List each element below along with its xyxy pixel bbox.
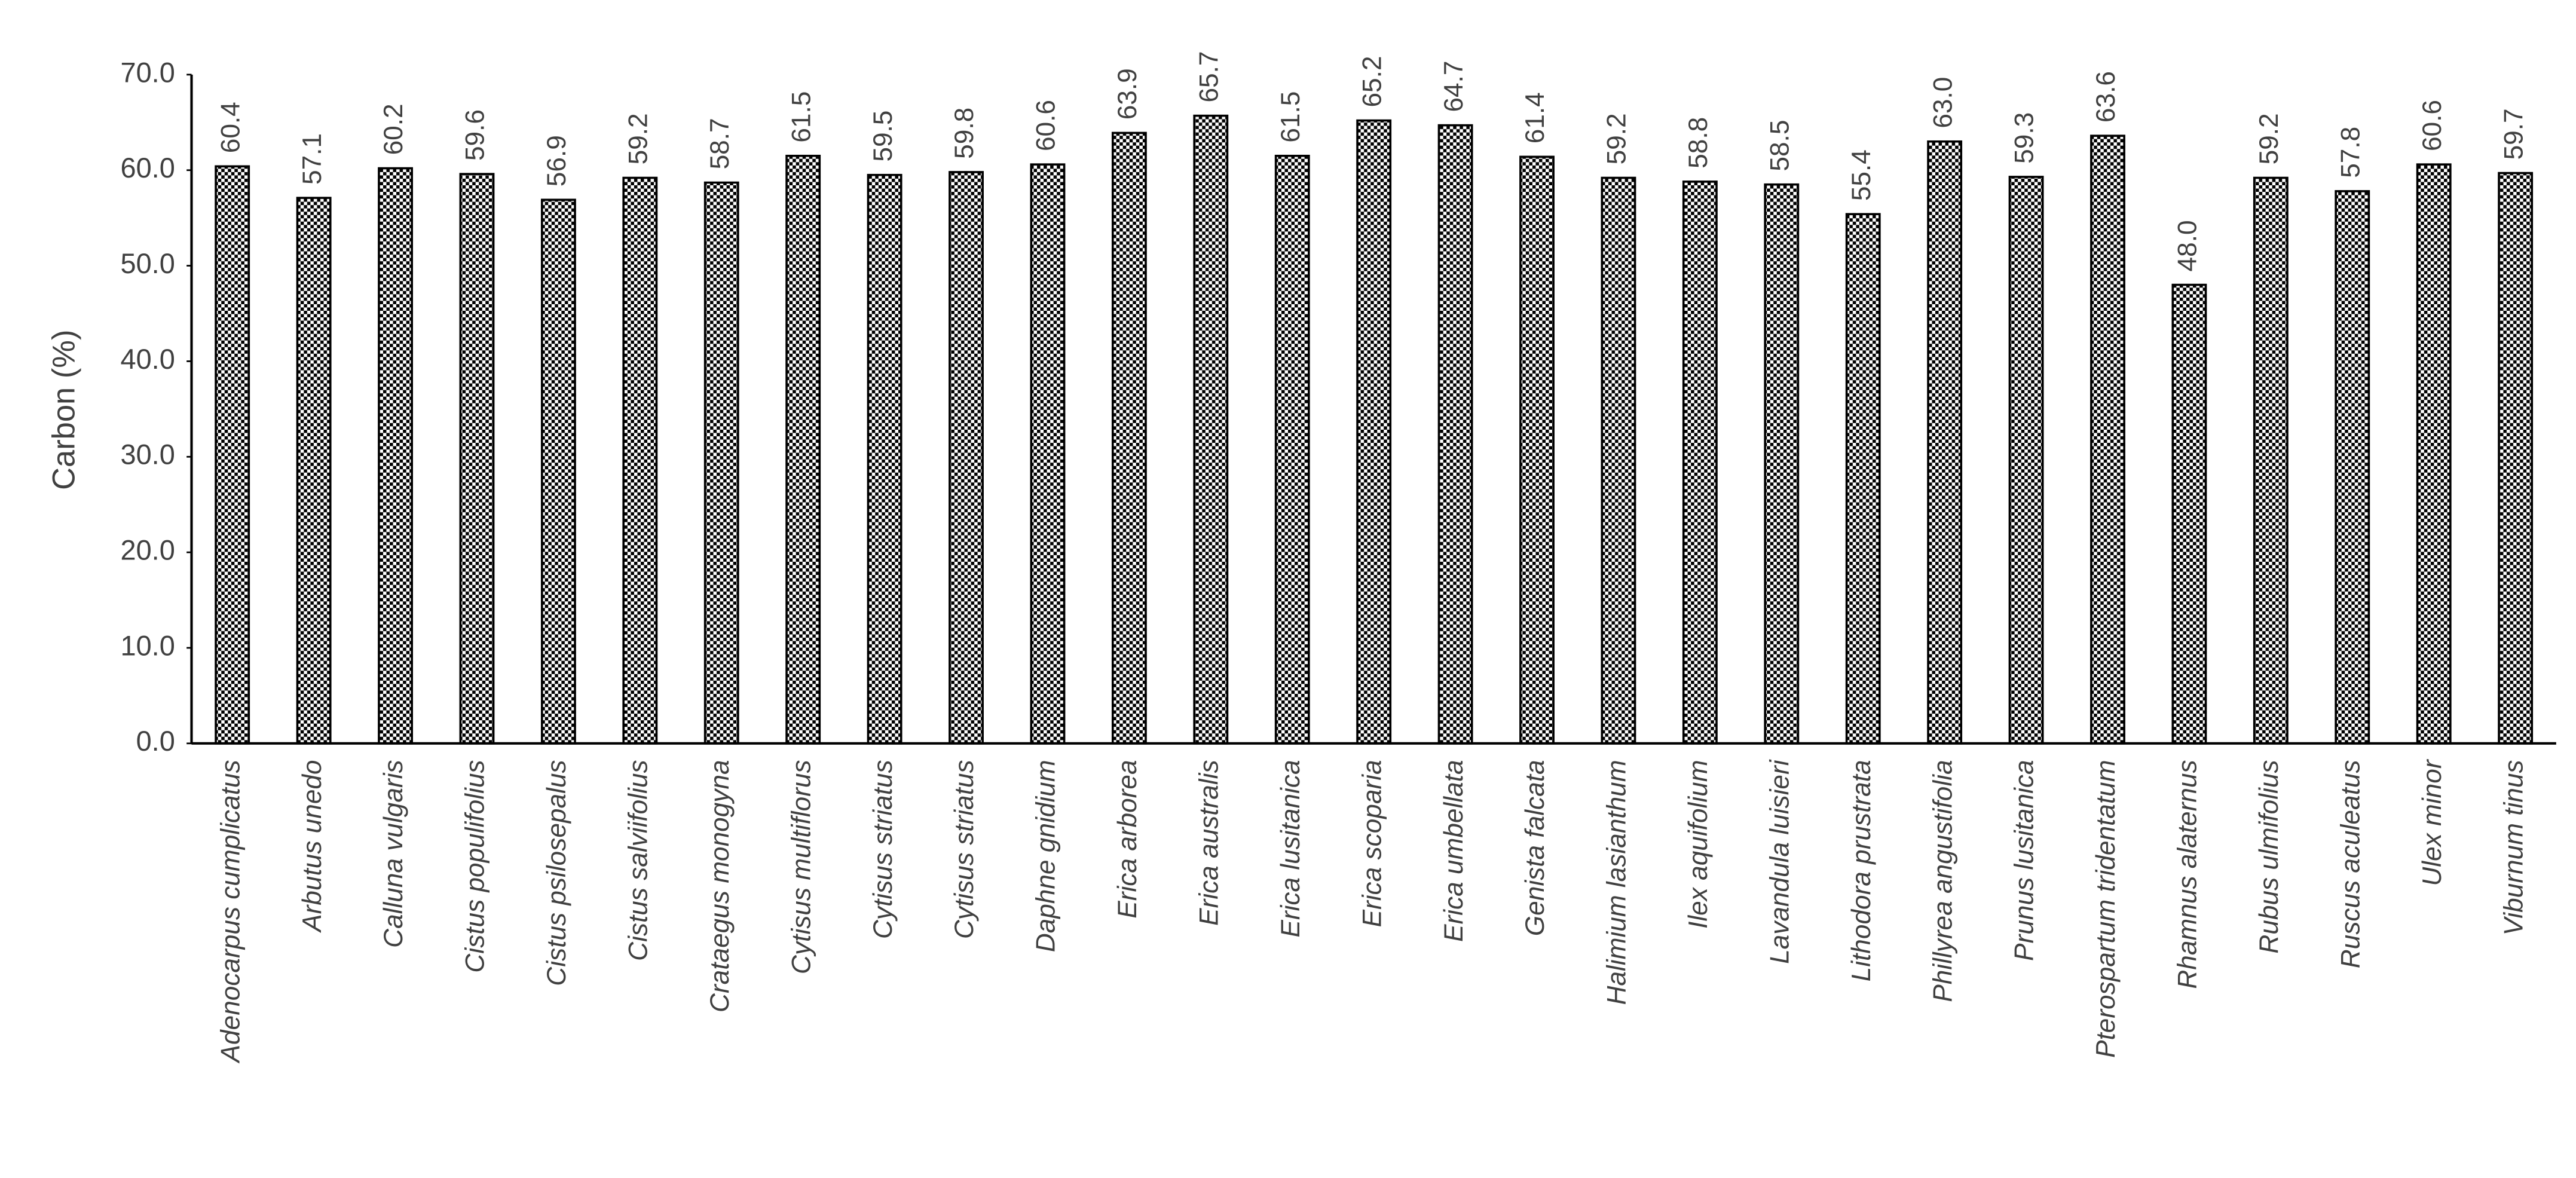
y-tick-label: 0.0: [136, 725, 175, 757]
value-label: 63.6: [2091, 71, 2121, 123]
value-label: 59.5: [868, 111, 898, 162]
bar: [2171, 283, 2207, 745]
value-label: 60.4: [216, 102, 245, 153]
bar: [459, 173, 495, 745]
x-tick-label: Calluna vulgaris: [379, 760, 408, 947]
bar: [867, 173, 902, 745]
bar: [1356, 119, 1392, 745]
x-tick-label: Cytisus striatus: [950, 760, 979, 939]
value-label: 61.5: [787, 91, 816, 143]
y-tick-label: 10.0: [120, 629, 175, 661]
bar: [1437, 124, 1473, 745]
y-tick-label: 70.0: [120, 56, 175, 88]
bar: [1111, 131, 1147, 745]
value-label: 57.1: [298, 133, 327, 185]
x-tick-label: Erica scoparia: [1357, 760, 1387, 927]
x-tick-label: Phillyrea angustifolia: [1928, 760, 1957, 1002]
bar: [2090, 134, 2125, 745]
bar: [2498, 172, 2534, 745]
y-tick-label: 40.0: [120, 343, 175, 375]
x-tick-label: Adenocarpus cumplicatus: [216, 760, 245, 1064]
x-tick-label: Ruscus aculeatus: [2336, 760, 2365, 968]
x-tick-label: Crataegus monogyna: [705, 760, 735, 1012]
value-label: 59.2: [624, 113, 653, 164]
y-tick-label: 20.0: [120, 534, 175, 566]
y-tick-label: 30.0: [120, 439, 175, 470]
bar: [1764, 183, 1800, 745]
bar: [703, 181, 739, 745]
value-label: 60.2: [379, 103, 408, 155]
x-tick-label: Ilex aquifolium: [1684, 760, 1713, 928]
x-tick-label: Cytisus striatus: [868, 760, 898, 939]
value-label: 65.2: [1357, 56, 1387, 107]
value-label: 61.5: [1276, 91, 1305, 143]
bar: [2416, 163, 2452, 745]
value-label: 59.2: [2254, 113, 2284, 164]
x-tick-label: Cytisus multiflorus: [787, 760, 816, 974]
bar: [378, 167, 413, 745]
bar: [1274, 154, 1310, 745]
value-label: 59.2: [1602, 113, 1632, 164]
x-tick-label: Lithodora prustrata: [1847, 760, 1876, 981]
bar: [622, 176, 658, 745]
bar: [2335, 190, 2370, 745]
x-tick-label: Rhamnus alaternus: [2173, 760, 2202, 989]
value-label: 58.8: [1684, 117, 1713, 169]
bar: [2008, 176, 2044, 745]
bar: [1519, 155, 1555, 745]
bar: [296, 197, 332, 745]
x-tick-label: Erica australis: [1194, 760, 1223, 926]
bar: [215, 165, 250, 745]
value-label: 56.9: [542, 135, 571, 186]
x-tick-label: Prunus lusitanica: [2010, 760, 2039, 960]
bar: [540, 198, 576, 745]
value-label: 58.5: [1765, 120, 1794, 172]
value-label: 58.7: [705, 118, 735, 169]
value-label: 48.0: [2173, 220, 2202, 271]
bar: [949, 171, 984, 745]
value-label: 60.6: [2418, 100, 2447, 151]
value-label: 59.3: [2010, 112, 2039, 164]
x-tick-label: Ulex minor: [2418, 758, 2447, 886]
x-tick-label: Genista falcata: [1520, 760, 1550, 936]
x-tick-label: Cistus populifolius: [461, 760, 490, 972]
x-tick-label: Erica arborea: [1113, 760, 1142, 918]
value-label: 60.6: [1032, 100, 1061, 151]
value-label: 64.7: [1439, 60, 1468, 112]
x-tick-label: Lavandula luisieri: [1765, 759, 1794, 964]
bar: [1927, 140, 1963, 745]
x-tick-label: Daphne gnidium: [1032, 760, 1061, 952]
bar: [1601, 176, 1636, 745]
bar: [785, 154, 821, 745]
bar: [1030, 163, 1066, 745]
value-label: 59.6: [461, 109, 490, 161]
x-tick-label: Halimium lasianthum: [1602, 760, 1632, 1005]
y-tick-label: 60.0: [120, 152, 175, 183]
x-tick-label: Erica lusitanica: [1276, 760, 1305, 937]
value-label: 59.8: [950, 108, 979, 159]
value-label: 61.4: [1520, 92, 1550, 143]
y-axis-title: Carbon (%): [46, 330, 81, 490]
bar: [1845, 213, 1881, 745]
x-tick-label: Pterospartum tridentatum: [2091, 760, 2121, 1058]
x-tick-label: Cistus psilosepalus: [542, 760, 571, 986]
value-label: 65.7: [1194, 51, 1223, 102]
value-label: 63.9: [1113, 68, 1142, 120]
value-label: 55.4: [1847, 149, 1876, 201]
bar: [1193, 114, 1229, 745]
x-tick-label: Rubus ulmifolius: [2254, 760, 2284, 953]
x-tick-label: Erica umbellata: [1439, 760, 1468, 942]
bar: [2253, 176, 2289, 745]
value-label: 57.8: [2336, 127, 2365, 178]
y-tick-label: 50.0: [120, 247, 175, 279]
x-tick-label: Arbutus unedo: [298, 760, 327, 933]
value-label: 63.0: [1928, 77, 1957, 128]
x-tick-label: Cistus salviifolius: [624, 760, 653, 960]
value-label: 59.7: [2499, 108, 2528, 160]
bar: [1682, 180, 1718, 745]
x-tick-label: Viburnum tinus: [2499, 760, 2528, 935]
